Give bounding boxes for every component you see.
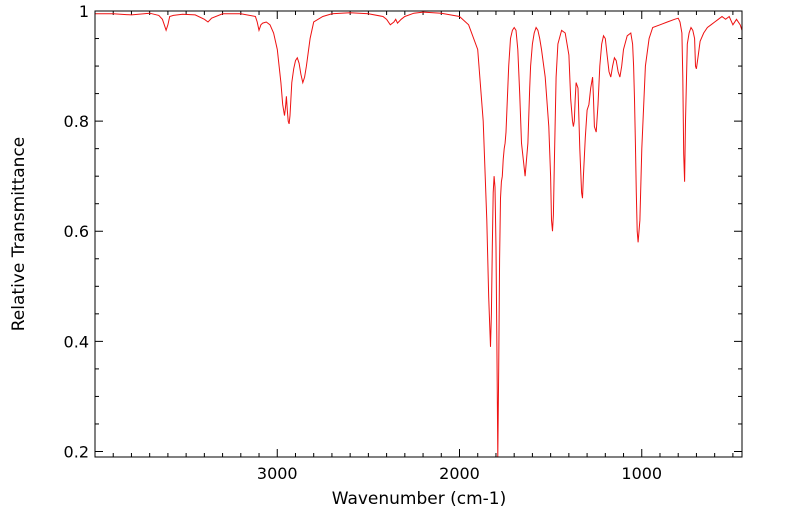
y-tick-label: 0.8 (64, 112, 89, 131)
y-tick-label: 0.2 (64, 442, 89, 461)
plot-frame (94, 10, 743, 458)
axis-ticks (94, 10, 742, 457)
x-tick-label: 2000 (439, 464, 480, 483)
y-tick-label: 0.6 (64, 222, 89, 241)
tick-labels: 3000 2000 1000 0.2 0.4 0.6 0.8 1 (64, 2, 663, 483)
y-tick-label: 0.4 (64, 332, 89, 351)
spectrum-line (95, 11, 743, 458)
x-axis-title: Wavenumber (cm-1) (332, 489, 507, 509)
x-tick-label: 1000 (621, 464, 662, 483)
x-tick-label: 3000 (257, 464, 298, 483)
y-tick-label: 1 (79, 2, 89, 21)
y-axis-title: Relative Transmittance (9, 137, 29, 332)
